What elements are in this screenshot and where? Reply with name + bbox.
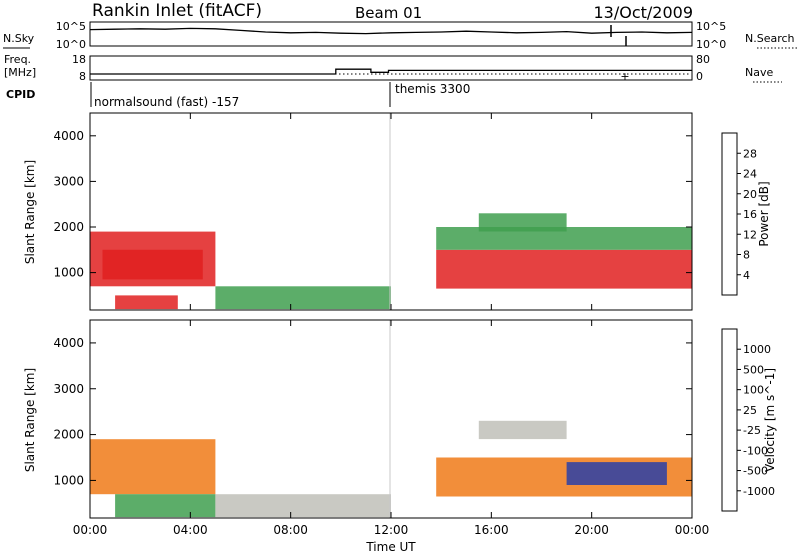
power-y-axis-label: Slant Range [km] [23, 160, 37, 264]
velocity-colorbar-tick-5: -100 [743, 444, 768, 457]
velocity-colorbar-label: Velocity [m s^-1] [763, 368, 777, 472]
velocity-panel-region-0 [90, 439, 216, 495]
x-axis-label: Time UT [365, 540, 416, 554]
power-echo-marks [90, 213, 692, 310]
velocity-panel-region-2 [215, 494, 391, 518]
power-panel: 1000 2000 3000 4000 Slant Range [km] [23, 112, 693, 311]
velocity-panel-region-5 [478, 420, 567, 440]
nsky-tick-high: 10^5 [56, 20, 86, 33]
power-colorbar: 4 8 12 16 20 24 28 Power [dB] [721, 132, 771, 296]
velocity-colorbar-tick-7: -1000 [743, 485, 775, 498]
power-panel-region-3 [215, 286, 391, 310]
velocity-panel-ytick-label-3: 4000 [53, 336, 84, 350]
velocity-panel-ytick-label-1: 2000 [53, 428, 84, 442]
power-panel-ytick-label-3: 4000 [53, 129, 84, 143]
velocity-y-axis-label: Slant Range [km] [23, 368, 37, 472]
power-panel-region-1 [102, 249, 203, 280]
freq-unit-label: [MHz] [4, 66, 36, 79]
velocity-colorbar-tick-3: 25 [743, 404, 757, 417]
power-panel-ytick-label-0: 1000 [53, 266, 84, 280]
nsky-label: N.Sky [3, 32, 35, 45]
nave-label: Nave [745, 66, 773, 79]
power-colorbar-tick-4: 20 [743, 188, 757, 201]
velocity-colorbar-tick-4: -25 [743, 424, 761, 437]
power-panel-ytick-label-1: 2000 [53, 220, 84, 234]
power-colorbar-tick-0: 4 [743, 269, 750, 282]
velocity-colorbar-tick-2: 100 [743, 384, 764, 397]
velocity-colorbar: 1000 500 100 25 -25 -100 -500 -1000 Velocity [m… [721, 328, 777, 512]
freq-nave-strip: Freq. [MHz] 18 8 80 0 Nave + [4, 53, 782, 83]
x-tick-label-0: 00:00 [73, 523, 108, 537]
nave-marker: + [620, 70, 629, 83]
nsky-series-line [89, 27, 693, 35]
x-tick-label-6: 00:00 [675, 523, 710, 537]
velocity-panel-ytick-label-2: 3000 [53, 382, 84, 396]
date-label: 13/Oct/2009 [593, 3, 693, 22]
power-colorbar-ticks: 4 8 12 16 20 24 28 [737, 147, 757, 282]
cpid-strip: CPID normalsound (fast) -157 themis 3300 [6, 82, 470, 109]
power-panel-region-2 [115, 295, 178, 310]
velocity-colorbar-tick-6: -500 [743, 465, 768, 478]
nsky-tick-low: 10^0 [56, 38, 86, 51]
velocity-colorbar-tick-1: 500 [743, 363, 764, 376]
velocity-panel-ytick-label-0: 1000 [53, 473, 84, 487]
nave-tick-high: 80 [696, 53, 710, 66]
x-tick-label-5: 20:00 [574, 523, 609, 537]
velocity-y-ticks: 1000 2000 3000 4000 [53, 336, 692, 487]
velocity-colorbar-ticks: 1000 500 100 25 -25 -100 -500 -1000 [737, 343, 775, 498]
power-colorbar-tick-6: 28 [743, 147, 757, 160]
power-panel-ytick-label-2: 3000 [53, 174, 84, 188]
power-colorbar-label: Power [dB] [757, 181, 771, 246]
power-colorbar-tick-1: 8 [743, 249, 750, 262]
velocity-panel: 1000 2000 3000 4000 00:00 04:00 08:00 12:00 16:… [23, 319, 710, 554]
power-colorbar-tick-5: 24 [743, 168, 757, 181]
power-colorbar-tick-3: 16 [743, 208, 757, 221]
velocity-echo-marks [90, 420, 692, 518]
power-panel-region-4 [436, 249, 692, 289]
freq-tick-high: 18 [72, 53, 86, 66]
power-panel-region-6 [478, 213, 567, 232]
velocity-panel-region-1 [115, 494, 216, 518]
cpid-program-2: themis 3300 [395, 82, 470, 96]
x-tick-label-4: 16:00 [474, 523, 509, 537]
power-y-ticks: 1000 2000 3000 4000 [53, 129, 692, 280]
x-tick-label-2: 08:00 [273, 523, 308, 537]
x-tick-label-3: 12:00 [374, 523, 409, 537]
nsearch-tick-high: 10^5 [696, 20, 726, 33]
power-panel-region-5 [436, 227, 692, 250]
nsearch-label: N.Search [745, 32, 795, 45]
nsearch-tick-low: 10^0 [696, 38, 726, 51]
nave-tick-low: 0 [696, 70, 703, 83]
noise-strip: N.Sky 10^5 10^0 10^5 10^0 N.Search [3, 20, 797, 51]
freq-strip-frame [89, 55, 693, 81]
velocity-x-ticks: 00:00 04:00 08:00 12:00 16:00 20:00 00:00 [73, 320, 710, 537]
cpid-program-1: normalsound (fast) -157 [94, 95, 239, 109]
beam-label: Beam 01 [355, 4, 422, 22]
power-colorbar-frame [721, 132, 738, 296]
power-x-tickmarks [89, 113, 693, 310]
x-tick-label-1: 04:00 [173, 523, 208, 537]
noise-strip-frame [89, 21, 693, 47]
velocity-colorbar-tick-0: 1000 [743, 343, 771, 356]
freq-tick-low: 8 [79, 70, 86, 83]
freq-series-line [90, 68, 692, 75]
station-title: Rankin Inlet (fitACF) [92, 1, 262, 21]
cpid-label: CPID [6, 88, 35, 101]
velocity-colorbar-frame [721, 328, 738, 512]
velocity-colorbar-label-text: Velocity [m s^-1] [763, 368, 777, 472]
freq-label: Freq. [4, 53, 31, 66]
power-colorbar-tick-2: 12 [743, 228, 757, 241]
velocity-panel-region-4 [566, 462, 667, 485]
